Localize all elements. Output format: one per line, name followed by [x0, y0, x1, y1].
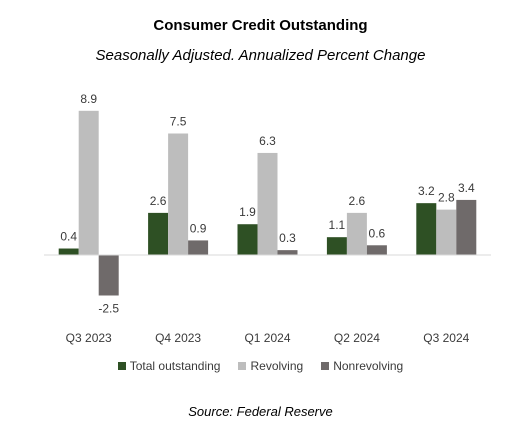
bar-revolving-q3-2024	[436, 209, 457, 255]
legend-swatch-total-outstanding	[117, 362, 126, 370]
data-label-nonrevolving-q3-2024: 3.4	[458, 181, 475, 195]
data-label-revolving-q1-2024: 6.3	[259, 134, 276, 148]
source-note: Source: Federal Reserve	[188, 404, 333, 419]
legend-label-revolving: Revolving	[250, 359, 304, 373]
bar-revolving-q2-2024	[346, 212, 367, 255]
bar-total-outstanding-q1-2024	[237, 224, 258, 255]
data-label-revolving-q3-2024: 2.8	[438, 191, 455, 205]
legend-label-nonrevolving: Nonrevolving	[333, 359, 404, 373]
bar-total-outstanding-q3-2023	[58, 248, 79, 255]
bar-revolving-q3-2023	[78, 110, 99, 255]
x-tick-label-q3-2023: Q3 2023	[66, 331, 112, 345]
data-label-nonrevolving-q4-2023: 0.9	[190, 221, 207, 235]
legend: Total outstanding Revolving Nonrevolving	[0, 359, 521, 373]
legend-item-total-outstanding: Total outstanding	[117, 359, 221, 373]
legend-item-nonrevolving: Nonrevolving	[321, 359, 403, 373]
data-label-revolving-q2-2024: 2.6	[349, 194, 366, 208]
data-label-total-outstanding-q3-2024: 3.2	[418, 184, 435, 198]
legend-swatch-nonrevolving	[321, 362, 330, 370]
bar-revolving-q4-2023	[168, 133, 189, 255]
legend-label-total-outstanding: Total outstanding	[129, 359, 221, 373]
bar-nonrevolving-q2-2024	[366, 245, 387, 255]
data-label-nonrevolving-q3-2023: -2.5	[98, 302, 119, 316]
data-label-total-outstanding-q2-2024: 1.1	[329, 218, 346, 232]
x-tick-label-q2-2024: Q2 2024	[334, 331, 380, 345]
chart-title: Consumer Credit Outstanding	[153, 17, 368, 34]
data-label-revolving-q4-2023: 7.5	[170, 115, 187, 129]
legend-item-revolving: Revolving	[238, 359, 303, 373]
x-tick-label-q3-2024: Q3 2024	[423, 331, 469, 345]
bar-revolving-q1-2024	[257, 152, 278, 255]
bar-total-outstanding-q3-2024	[416, 203, 437, 255]
bar-nonrevolving-q4-2023	[188, 240, 209, 255]
bar-nonrevolving-q1-2024	[277, 250, 298, 255]
bar-nonrevolving-q3-2024	[456, 199, 477, 255]
data-label-revolving-q3-2023: 8.9	[80, 92, 97, 106]
data-label-nonrevolving-q1-2024: 0.3	[279, 231, 296, 245]
bar-nonrevolving-q3-2023	[98, 255, 119, 296]
legend-swatch-revolving	[238, 362, 247, 370]
data-label-nonrevolving-q2-2024: 0.6	[369, 226, 386, 240]
data-label-total-outstanding-q3-2023: 0.4	[60, 230, 77, 244]
bar-total-outstanding-q4-2023	[148, 212, 169, 255]
chart-subtitle: Seasonally Adjusted. Annualized Percent …	[95, 47, 426, 64]
data-label-total-outstanding-q4-2023: 2.6	[150, 194, 167, 208]
x-tick-label-q1-2024: Q1 2024	[244, 331, 290, 345]
data-label-total-outstanding-q1-2024: 1.9	[239, 205, 256, 219]
x-tick-label-q4-2023: Q4 2023	[155, 331, 201, 345]
bar-total-outstanding-q2-2024	[326, 237, 347, 255]
